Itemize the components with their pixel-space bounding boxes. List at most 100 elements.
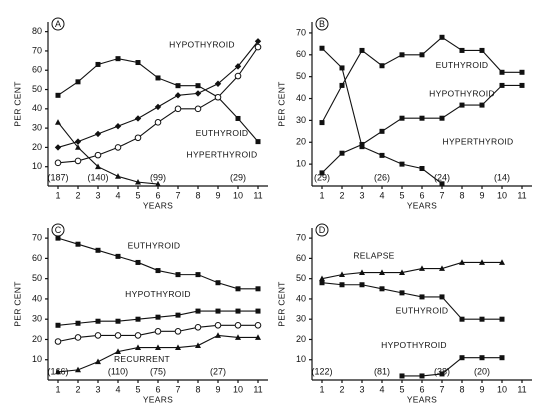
x-tick-label: 6 — [419, 190, 424, 200]
marker — [135, 344, 141, 350]
marker — [379, 128, 385, 134]
y-tick-label: 10 — [32, 161, 42, 171]
marker — [439, 181, 445, 187]
x-tick-label: 4 — [115, 384, 120, 394]
panel: 10 20 30 40 50 60 70 80 1 2 3 4 5 6 7 8 9 10 11 YEARS PER CE… — [12, 17, 268, 210]
marker — [339, 282, 345, 288]
x-tick-label: 2 — [75, 190, 80, 200]
marker — [55, 119, 61, 125]
y-tick-label: 60 — [296, 253, 306, 263]
y-axis-title: PER CENT — [12, 281, 22, 326]
x-tick-label: 10 — [233, 190, 243, 200]
y-tick-label: 40 — [32, 103, 42, 113]
y-tick-label: 10 — [296, 159, 306, 169]
marker — [95, 247, 101, 253]
x-tick-label: 9 — [215, 190, 220, 200]
marker — [419, 265, 425, 271]
marker — [439, 371, 445, 377]
sample-size: (29) — [230, 172, 246, 182]
y-tick-label: 20 — [32, 142, 42, 152]
series-line — [321, 36, 522, 123]
marker — [359, 47, 365, 53]
marker — [339, 82, 345, 88]
marker — [235, 115, 241, 121]
y-tick-label: 30 — [296, 314, 306, 324]
marker — [135, 316, 141, 322]
series-line — [402, 357, 502, 377]
marker — [255, 334, 261, 340]
marker — [459, 259, 465, 265]
panel-letter: A — [55, 19, 61, 29]
series-label: HYPOTHYROID — [169, 39, 235, 49]
marker — [95, 61, 101, 67]
marker — [459, 102, 465, 108]
marker — [255, 139, 261, 145]
series-line — [57, 121, 159, 185]
x-tick-label: 9 — [215, 384, 220, 394]
marker — [215, 308, 221, 314]
x-tick-label: 11 — [253, 384, 262, 394]
marker — [419, 52, 425, 58]
x-tick-label: 3 — [95, 190, 100, 200]
x-tick-label: 7 — [175, 384, 180, 394]
marker — [479, 47, 485, 53]
x-tick-label: 9 — [479, 190, 484, 200]
marker — [499, 316, 505, 322]
x-tick-label: 3 — [359, 384, 364, 394]
panel-letter: B — [319, 19, 325, 29]
x-tick-label: 7 — [175, 190, 180, 200]
marker — [319, 45, 325, 51]
marker — [399, 269, 405, 275]
x-tick-label: 7 — [439, 384, 444, 394]
x-tick-label: 1 — [319, 384, 324, 394]
marker — [399, 115, 405, 121]
series-line — [321, 261, 502, 280]
marker — [135, 259, 141, 265]
marker — [95, 163, 101, 170]
marker — [175, 83, 181, 89]
marker — [174, 328, 182, 335]
x-tick-label: 6 — [155, 190, 160, 200]
y-tick-label: 10 — [32, 354, 42, 364]
sample-size: (81) — [374, 366, 390, 376]
marker — [234, 72, 242, 80]
x-tick-label: 10 — [233, 384, 243, 394]
y-tick-label: 50 — [296, 71, 306, 81]
x-tick-label: 9 — [479, 384, 484, 394]
y-axis-title: PER CENT — [12, 81, 22, 126]
sample-size: (26) — [374, 172, 390, 182]
panel: 10 20 30 40 50 60 70 1 2 3 4 5 6 7 8 9 10 11 YEARS PER CENT… — [276, 17, 532, 210]
marker — [134, 134, 142, 142]
y-tick-label: 10 — [296, 354, 306, 364]
marker — [54, 144, 62, 151]
marker — [379, 269, 385, 275]
x-tick-label: 10 — [497, 190, 507, 200]
marker — [55, 368, 61, 375]
marker — [214, 321, 222, 329]
marker — [134, 115, 142, 122]
series-label: EUTHYROID — [128, 240, 181, 250]
marker — [319, 170, 325, 176]
marker — [175, 344, 181, 350]
x-tick-label: 6 — [155, 384, 160, 394]
marker — [115, 253, 121, 259]
y-tick-label: 50 — [32, 84, 42, 94]
marker — [154, 119, 162, 126]
marker — [234, 63, 242, 70]
marker — [54, 159, 62, 167]
series-label: EUTHYROID — [436, 60, 489, 70]
marker — [235, 334, 241, 340]
marker — [114, 144, 122, 151]
marker — [194, 324, 202, 331]
y-tick-label: 70 — [296, 233, 306, 243]
marker — [94, 332, 102, 339]
marker — [195, 83, 201, 89]
marker — [155, 344, 161, 350]
marker — [254, 321, 262, 329]
marker — [175, 312, 181, 318]
marker — [339, 150, 345, 156]
x-tick-label: 5 — [135, 190, 140, 200]
marker — [154, 103, 162, 111]
marker — [115, 173, 121, 179]
